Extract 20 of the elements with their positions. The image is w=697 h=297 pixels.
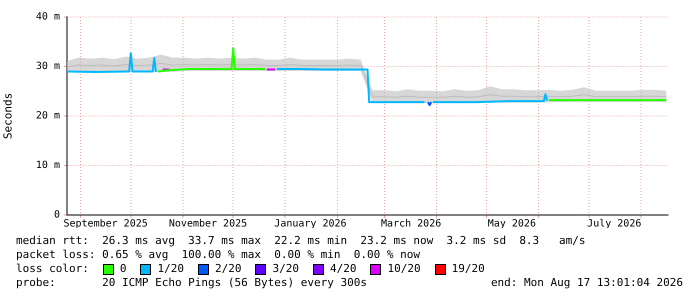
y-tick-label: 30 m (36, 61, 60, 72)
legend-label: 4/20 (330, 262, 356, 276)
y-tick-label: 40 m (36, 12, 60, 23)
text: packet loss: 0.65 % avg 100.00 % max 0.00 % min 0.00 % now (16, 248, 420, 262)
x-tick-label: March 2026 (381, 218, 442, 230)
legend-label: 2/20 (214, 262, 242, 276)
y-tick-label: 0 (54, 210, 60, 221)
y-tick-label: 10 m (36, 160, 60, 172)
legend-label: 10/20 (387, 262, 421, 276)
legend-label: 3/20 (272, 262, 299, 276)
y-tick-label: 20 m (36, 110, 60, 122)
y-axis-title: Seconds (1, 92, 14, 140)
legend-title: loss color: (16, 262, 89, 276)
legend-label: 19/20 (452, 262, 485, 276)
x-tick-label: November 2025 (168, 218, 248, 230)
text: median rtt: 26.3 ms avg 33.7 ms max 22.2 ms min 23.2 ms now 3.2 ms sd 8.3 am/s (16, 234, 586, 248)
text: end: Mon Aug 17 13:01:04 2026 (490, 276, 683, 290)
text: probe: 20 ICMP Echo Pings (56 Bytes) every 300s (16, 276, 367, 290)
legend-label: 1/20 (157, 262, 184, 276)
legend-label: 0 (120, 262, 126, 276)
